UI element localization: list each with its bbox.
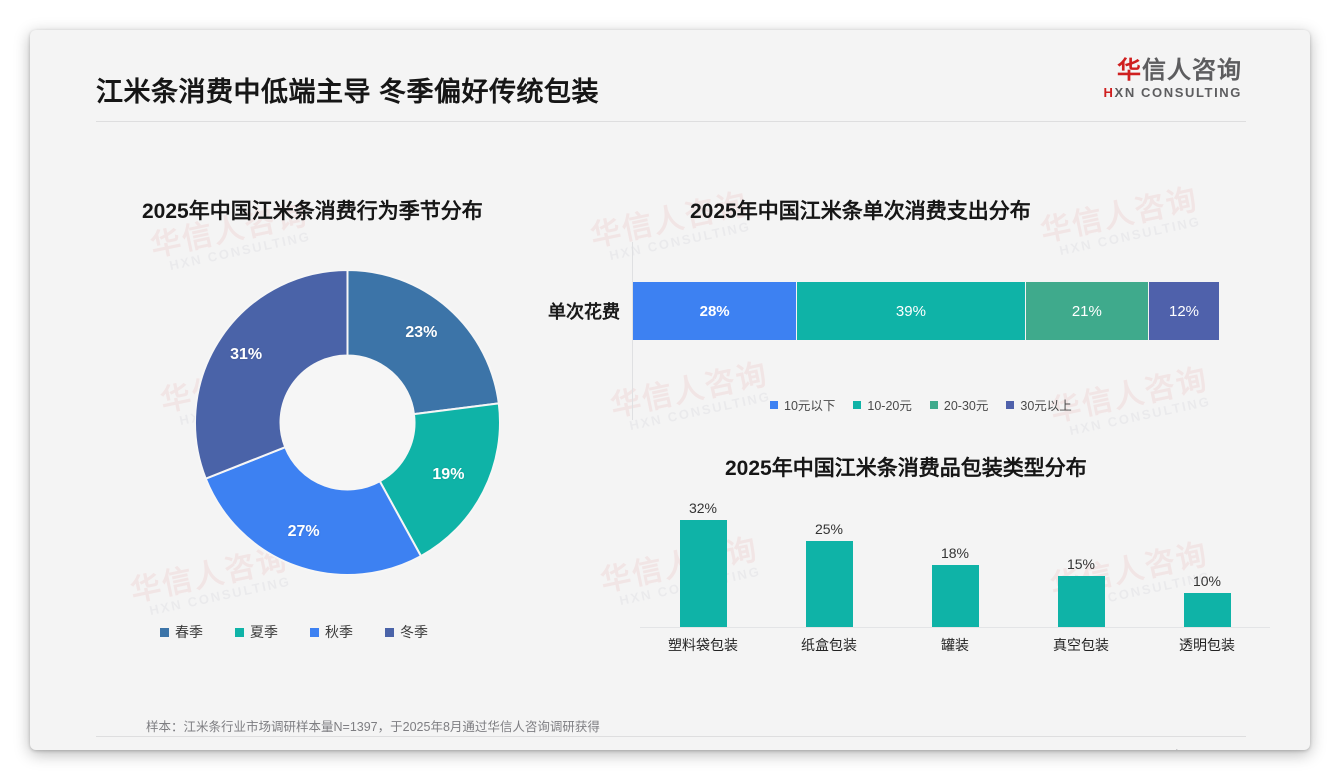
website-url: www.hxrcon.com — [1146, 748, 1240, 750]
donut-slice-label: 31% — [230, 346, 263, 364]
footer-divider — [96, 736, 1246, 737]
slide-header: 江米条消费中低端主导 冬季偏好传统包装 华信人咨询 HXN CONSULTING — [30, 30, 1310, 124]
legend-item[interactable]: 20-30元 — [929, 395, 989, 414]
stacked-bar-segment[interactable]: 39% — [797, 282, 1026, 340]
package-bars-baseline — [640, 627, 1270, 628]
package-bars-panel: 2025年中国江米条消费品包装类型分布 32% 25% 18% 15% 10% 塑料袋包… — [630, 440, 1280, 690]
legend-swatch-icon — [929, 400, 938, 409]
logo-english: HXN CONSULTING — [1104, 85, 1242, 100]
stacked-bar: 28% 39% 21% 12% — [633, 282, 1219, 340]
legend-item[interactable]: 冬季 — [385, 622, 428, 642]
bar-category-label: 真空包装 — [1053, 637, 1109, 653]
donut-slice-label: 27% — [287, 523, 320, 541]
package-bars-categories: 塑料袋包装 纸盒包装 罐装 真空包装 透明包装 — [640, 630, 1270, 660]
legend-label: 10-20元 — [867, 399, 912, 413]
legend-swatch-icon — [853, 400, 862, 409]
package-bars-title: 2025年中国江米条消费品包装类型分布 — [725, 457, 1087, 480]
bar-value-label: 32% — [688, 500, 718, 516]
bar-column[interactable]: 18% — [892, 500, 1018, 627]
donut-hole — [280, 355, 415, 490]
bar-value-label: 15% — [1066, 555, 1096, 572]
stacked-bar-segment[interactable]: 28% — [633, 282, 798, 340]
bar-column[interactable]: 25% — [766, 500, 892, 627]
bar-column[interactable]: 15% — [1018, 500, 1144, 627]
legend-item[interactable]: 秋季 — [310, 622, 353, 642]
spend-stacked-legend: 10元以下 10-20元 20-30元 30元以上 — [770, 395, 1072, 414]
season-donut-legend: 春季 夏季 秋季 冬季 — [160, 622, 428, 642]
stacked-axis-line — [632, 242, 633, 420]
bar-rect[interactable] — [679, 520, 727, 627]
bar-value-label: 18% — [940, 545, 970, 562]
legend-label: 冬季 — [400, 624, 428, 640]
donut-slice-label: 19% — [432, 465, 465, 483]
slide-card: 华信人咨询 HXN CONSULTING 华信人咨询 HXN CONSULTIN… — [30, 30, 1310, 750]
legend-label: 30元以上 — [1020, 399, 1072, 413]
bar-category-label: 纸盒包装 — [801, 637, 857, 653]
bar-rect[interactable] — [805, 541, 853, 627]
bar-column[interactable]: 32% — [640, 500, 766, 627]
season-donut-panel: 2025年中国江米条消费行为季节分布 23% 19% 27% 31% 春季 夏季 秋季 冬季 — [90, 170, 620, 670]
donut-svg — [195, 270, 500, 575]
bar-category-label: 透明包装 — [1179, 637, 1235, 653]
season-donut-chart: 23% 19% 27% 31% — [195, 270, 500, 575]
legend-swatch-icon — [385, 627, 394, 637]
bar-category-label: 罐装 — [941, 637, 969, 653]
stacked-row-label: 单次花费 — [548, 302, 620, 322]
logo-chinese: 华信人咨询 — [1104, 58, 1242, 83]
stacked-bar-segment[interactable]: 21% — [1025, 282, 1150, 340]
package-bars-plot: 32% 25% 18% 15% 10% 塑料袋包装 纸盒包装 罐装 真空包装 透明包装 — [640, 500, 1270, 660]
bar-rect[interactable] — [1183, 592, 1231, 627]
header-divider — [96, 121, 1246, 122]
legend-item[interactable]: 春季 — [160, 622, 203, 642]
legend-label: 夏季 — [250, 624, 278, 640]
bar-rect[interactable] — [1057, 575, 1105, 627]
sample-footnote: 样本：江米条行业市场调研样本量N=1397，于2025年8月通过华信人咨询调研获… — [146, 720, 600, 734]
bar-rect[interactable] — [931, 565, 979, 627]
bar-column[interactable]: 10% — [1144, 500, 1270, 627]
legend-label: 20-30元 — [943, 399, 989, 413]
spend-stacked-title: 2025年中国江米条单次消费支出分布 — [690, 200, 1031, 223]
legend-item[interactable]: 10元以下 — [770, 395, 835, 414]
legend-swatch-icon — [235, 627, 244, 637]
stacked-bar-segment[interactable]: 12% — [1149, 282, 1219, 340]
legend-label: 秋季 — [325, 624, 353, 640]
page-title: 江米条消费中低端主导 冬季偏好传统包装 — [96, 77, 600, 107]
legend-item[interactable]: 夏季 — [235, 622, 278, 642]
logo-en-rest: XN CONSULTING — [1114, 85, 1242, 101]
legend-swatch-icon — [160, 627, 169, 637]
donut-slice[interactable] — [378, 402, 500, 558]
bar-category-label: 塑料袋包装 — [668, 637, 738, 653]
bar-value-label: 25% — [814, 521, 844, 538]
legend-label: 10元以下 — [784, 399, 836, 413]
company-logo: 华信人咨询 HXN CONSULTING — [1104, 58, 1242, 100]
copyright-text: ©2025.10 HXR华信人咨询 — [96, 748, 243, 750]
legend-swatch-icon — [1006, 400, 1015, 409]
legend-item[interactable]: 10-20元 — [853, 395, 912, 414]
logo-cn-rest: 信人咨询 — [1142, 57, 1242, 84]
season-donut-title: 2025年中国江米条消费行为季节分布 — [142, 200, 483, 223]
bar-value-label: 10% — [1192, 572, 1222, 589]
legend-swatch-icon — [310, 627, 319, 637]
package-bars-row: 32% 25% 18% 15% 10% — [640, 500, 1270, 627]
logo-en-accent: H — [1103, 85, 1115, 101]
donut-slice-label: 23% — [405, 324, 438, 342]
spend-stacked-panel: 2025年中国江米条单次消费支出分布 单次花费 28% 39% 21% 12% 10元… — [548, 170, 1280, 430]
legend-item[interactable]: 30元以上 — [1006, 395, 1072, 414]
legend-label: 春季 — [175, 624, 203, 640]
logo-cn-accent: 华 — [1117, 57, 1142, 84]
legend-swatch-icon — [770, 400, 778, 409]
